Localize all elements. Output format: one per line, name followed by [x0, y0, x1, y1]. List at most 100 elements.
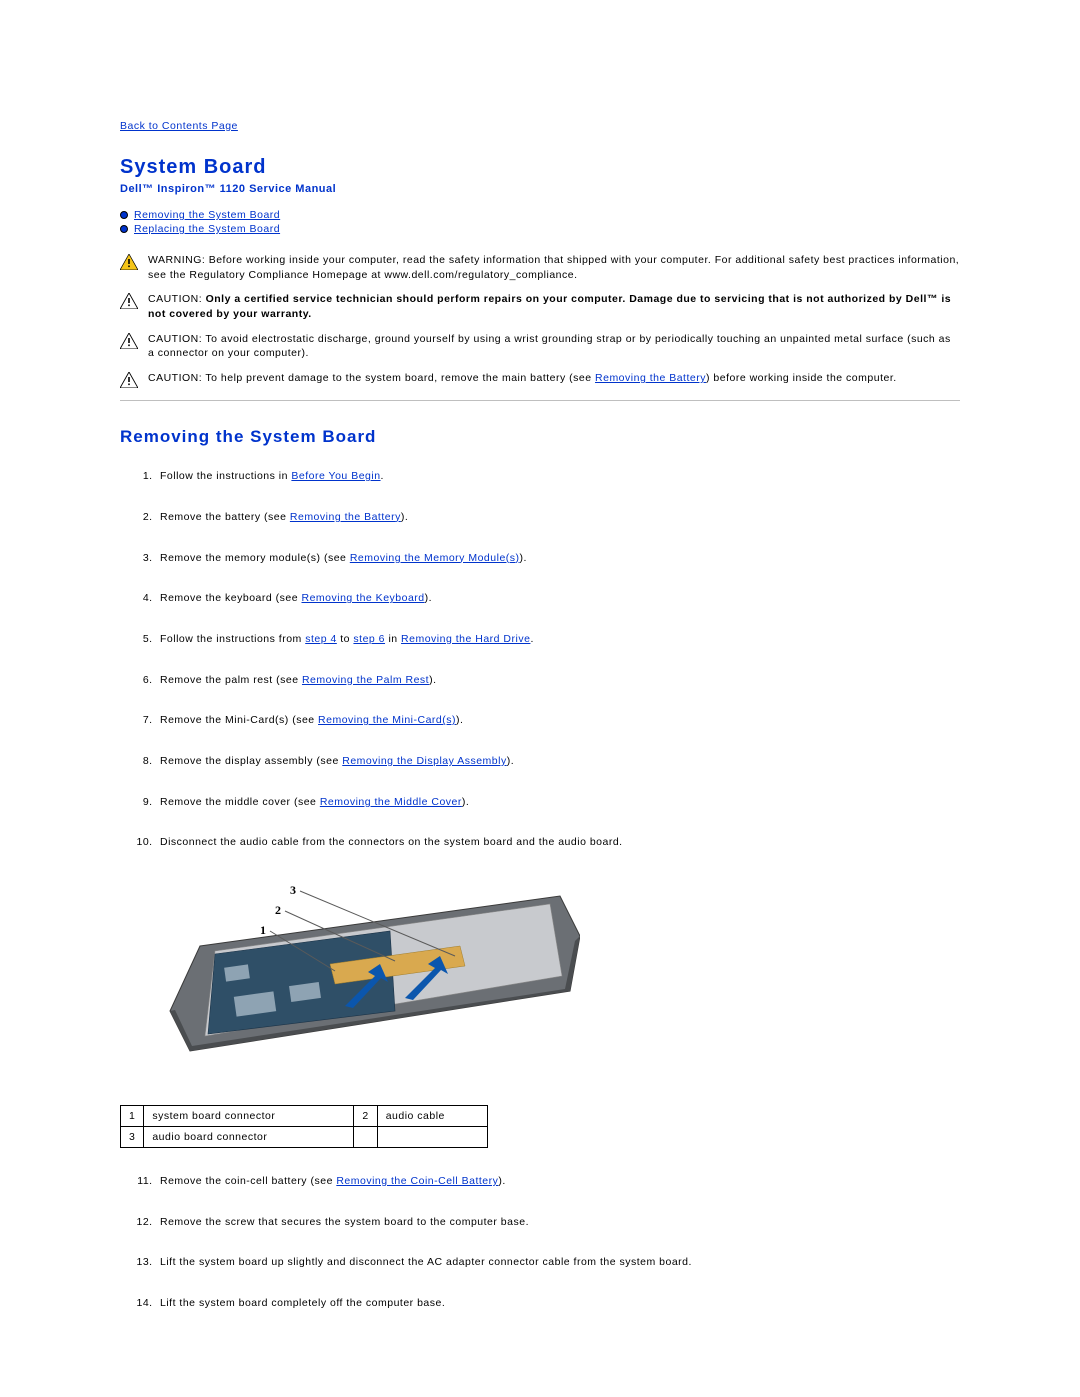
link-removing-display[interactable]: Removing the Display Assembly	[342, 755, 506, 767]
step-text: ).	[498, 1175, 505, 1187]
warning-prefix: WARNING:	[148, 254, 209, 266]
step-text: Remove the middle cover (see	[160, 796, 320, 808]
step-text: to	[337, 633, 354, 645]
table-row: 1 system board connector 2 audio cable	[121, 1106, 488, 1127]
caution-body: Only a certified service technician shou…	[148, 293, 951, 320]
step-text: ).	[401, 511, 408, 523]
table-row: 3 audio board connector	[121, 1127, 488, 1148]
page-subtitle: Dell™ Inspiron™ 1120 Service Manual	[120, 183, 960, 195]
caution-icon	[120, 372, 138, 388]
section-heading-removing: Removing the System Board	[120, 427, 960, 447]
caution-notice: CAUTION: To avoid electrostatic discharg…	[120, 332, 960, 361]
link-removing-palm-rest[interactable]: Removing the Palm Rest	[302, 674, 429, 686]
callout-num: 2	[354, 1106, 377, 1127]
warning-notice: WARNING: Before working inside your comp…	[120, 253, 960, 282]
link-removing-battery[interactable]: Removing the Battery	[290, 511, 401, 523]
link-removing-mini-card[interactable]: Removing the Mini-Card(s)	[318, 714, 456, 726]
svg-text:1: 1	[260, 923, 267, 937]
caution-icon	[120, 293, 138, 309]
link-removing-keyboard[interactable]: Removing the Keyboard	[301, 592, 424, 604]
step-text: .	[530, 633, 533, 645]
table-of-contents: Removing the System Board Replacing the …	[120, 209, 960, 235]
step-text: Remove the keyboard (see	[160, 592, 301, 604]
step-item: Lift the system board completely off the…	[156, 1296, 960, 1311]
svg-text:3: 3	[290, 883, 297, 897]
step-item: Remove the memory module(s) (see Removin…	[156, 551, 960, 566]
section-divider	[120, 400, 960, 401]
step-text: Remove the coin-cell battery (see	[160, 1175, 336, 1187]
callout-num: 3	[121, 1127, 144, 1148]
caution-text: CAUTION: Only a certified service techni…	[148, 292, 960, 321]
link-removing-battery[interactable]: Removing the Battery	[595, 372, 706, 384]
steps-list: Follow the instructions in Before You Be…	[120, 469, 960, 850]
caution-body-b: ) before working inside the computer.	[706, 372, 897, 384]
step-text: Remove the Mini-Card(s) (see	[160, 714, 318, 726]
callout-label: audio cable	[377, 1106, 487, 1127]
caution-notice: CAUTION: Only a certified service techni…	[120, 292, 960, 321]
link-removing-coin-cell[interactable]: Removing the Coin-Cell Battery	[336, 1175, 498, 1187]
caution-prefix: CAUTION:	[148, 293, 206, 305]
warning-body: Before working inside your computer, rea…	[148, 254, 959, 281]
step-text: Follow the instructions in	[160, 470, 291, 482]
callout-label: system board connector	[144, 1106, 354, 1127]
svg-text:2: 2	[275, 903, 282, 917]
step-item: Disconnect the audio cable from the conn…	[156, 835, 960, 850]
caution-prefix: CAUTION:	[148, 372, 205, 384]
system-board-diagram: 1 2 3	[120, 876, 960, 1079]
caution-prefix: CAUTION:	[148, 333, 205, 345]
callout-table: 1 system board connector 2 audio cable 3…	[120, 1105, 488, 1148]
warning-text: WARNING: Before working inside your comp…	[148, 253, 960, 282]
bullet-icon	[120, 211, 128, 219]
step-item: Remove the middle cover (see Removing th…	[156, 795, 960, 810]
step-text: Remove the battery (see	[160, 511, 290, 523]
step-text: Lift the system board up slightly and di…	[160, 1256, 692, 1268]
step-text: ).	[456, 714, 463, 726]
caution-text: CAUTION: To help prevent damage to the s…	[148, 371, 897, 386]
step-text: Remove the screw that secures the system…	[160, 1216, 529, 1228]
steps-list-continued: Remove the coin-cell battery (see Removi…	[120, 1174, 960, 1311]
callout-empty	[377, 1127, 487, 1148]
callout-num: 1	[121, 1106, 144, 1127]
warning-icon	[120, 254, 138, 270]
step-item: Remove the display assembly (see Removin…	[156, 754, 960, 769]
step-item: Follow the instructions from step 4 to s…	[156, 632, 960, 647]
caution-notice: CAUTION: To help prevent damage to the s…	[120, 371, 960, 388]
step-text: Remove the memory module(s) (see	[160, 552, 350, 564]
bullet-icon	[120, 225, 128, 233]
link-removing-memory[interactable]: Removing the Memory Module(s)	[350, 552, 520, 564]
step-item: Remove the keyboard (see Removing the Ke…	[156, 591, 960, 606]
step-text: ).	[429, 674, 436, 686]
callout-label: audio board connector	[144, 1127, 354, 1148]
caution-body-a: To help prevent damage to the system boa…	[205, 372, 595, 384]
step-text: Remove the display assembly (see	[160, 755, 342, 767]
link-removing-hard-drive[interactable]: Removing the Hard Drive	[401, 633, 530, 645]
step-text: ).	[507, 755, 514, 767]
step-text: ).	[425, 592, 432, 604]
caution-text: CAUTION: To avoid electrostatic discharg…	[148, 332, 960, 361]
step-text: Lift the system board completely off the…	[160, 1297, 445, 1309]
step-item: Remove the battery (see Removing the Bat…	[156, 510, 960, 525]
page-title: System Board	[120, 156, 960, 179]
step-text: in	[385, 633, 401, 645]
toc-item: Removing the System Board	[120, 209, 960, 221]
toc-link-replacing[interactable]: Replacing the System Board	[134, 223, 280, 235]
toc-item: Replacing the System Board	[120, 223, 960, 235]
step-item: Remove the Mini-Card(s) (see Removing th…	[156, 713, 960, 728]
toc-link-removing[interactable]: Removing the System Board	[134, 209, 280, 221]
caution-icon	[120, 333, 138, 349]
step-item: Remove the palm rest (see Removing the P…	[156, 673, 960, 688]
step-text: Remove the palm rest (see	[160, 674, 302, 686]
callout-empty	[354, 1127, 377, 1148]
link-step-4[interactable]: step 4	[305, 633, 337, 645]
link-step-6[interactable]: step 6	[353, 633, 385, 645]
back-to-contents-link[interactable]: Back to Contents Page	[120, 120, 238, 132]
step-text: Disconnect the audio cable from the conn…	[160, 836, 623, 848]
step-item: Remove the screw that secures the system…	[156, 1215, 960, 1230]
link-before-you-begin[interactable]: Before You Begin	[291, 470, 380, 482]
step-item: Follow the instructions in Before You Be…	[156, 469, 960, 484]
step-text: ).	[462, 796, 469, 808]
step-text: Follow the instructions from	[160, 633, 305, 645]
step-text: ).	[520, 552, 527, 564]
step-item: Lift the system board up slightly and di…	[156, 1255, 960, 1270]
link-removing-middle-cover[interactable]: Removing the Middle Cover	[320, 796, 462, 808]
